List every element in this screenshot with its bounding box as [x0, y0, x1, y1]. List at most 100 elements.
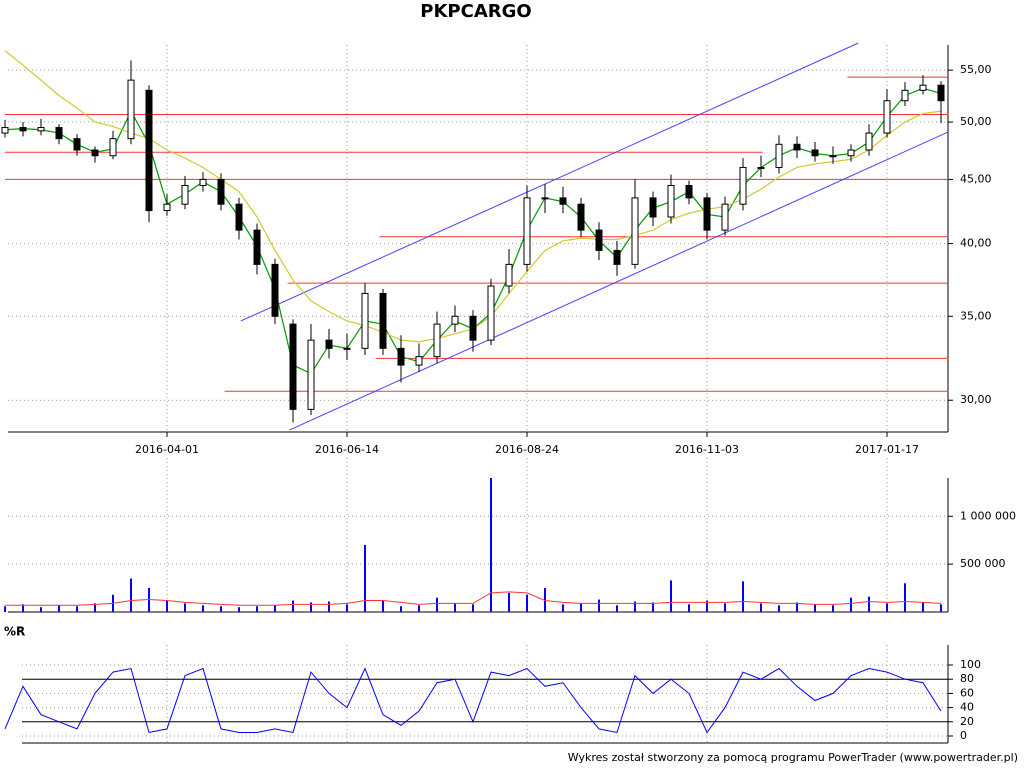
y-tick-label: 45,00 — [960, 172, 992, 185]
volume-bar — [598, 599, 600, 612]
candle-body — [739, 166, 747, 205]
candle-body — [127, 79, 135, 140]
candle-body — [865, 132, 873, 151]
volume-bar — [310, 602, 312, 612]
candle-body — [685, 185, 693, 199]
volume-bar — [202, 605, 204, 612]
volume-bar — [616, 605, 618, 612]
volume-bar — [760, 603, 762, 612]
volume-bar — [76, 606, 78, 612]
candle-body — [883, 100, 891, 134]
volume-bar — [94, 603, 96, 612]
candle-body — [919, 84, 927, 91]
candle-body — [163, 203, 171, 212]
x-tick-label: 2016-06-14 — [315, 443, 379, 456]
volume-bar — [184, 603, 186, 612]
y-tick-label: 60 — [960, 686, 974, 699]
volume-bar — [58, 605, 60, 612]
candle-body — [109, 138, 117, 157]
volume-bar — [22, 604, 24, 612]
y-tick-label: 40,00 — [960, 237, 992, 250]
y-tick-label: 35,00 — [960, 309, 992, 322]
candle-body — [217, 178, 225, 205]
candle-body — [289, 323, 297, 410]
volume-bar — [814, 604, 816, 612]
volume-bar — [364, 545, 366, 612]
candle-body — [199, 178, 207, 187]
candle-body — [541, 197, 549, 200]
volume-bar — [220, 606, 222, 612]
candle-body — [847, 149, 855, 157]
candle-body — [613, 249, 621, 265]
candle-body — [523, 197, 531, 265]
candle-body — [559, 197, 567, 205]
y-tick-label: 30,00 — [960, 393, 992, 406]
volume-bar — [274, 605, 276, 612]
volume-bar — [256, 606, 258, 612]
candle-body — [811, 149, 819, 157]
candle-body — [595, 229, 603, 251]
volume-bar — [418, 605, 420, 612]
candle-body — [271, 263, 279, 317]
candle-body — [631, 197, 639, 265]
volume-average — [5, 591, 942, 606]
volume-bar — [922, 602, 924, 612]
x-tick-label: 2016-11-03 — [675, 443, 739, 456]
x-tick-label: 2016-04-01 — [135, 443, 199, 456]
candle-body — [91, 149, 99, 157]
candle-body — [667, 185, 675, 218]
volume-bar — [382, 600, 384, 612]
r-line — [4, 667, 942, 734]
candle-body — [37, 127, 45, 132]
volume-bar — [328, 601, 330, 612]
candle-body — [397, 347, 405, 366]
candle-body — [325, 339, 333, 349]
candle-body — [253, 229, 261, 265]
candle-body — [307, 339, 315, 410]
y-tick-label: 80 — [960, 672, 974, 685]
volume-bar — [346, 604, 348, 612]
candle-body — [505, 263, 513, 287]
y-tick-label: 0 — [960, 729, 967, 742]
volume-bar — [454, 603, 456, 612]
volume-bar — [4, 606, 6, 612]
y-tick-label: 1 000 000 — [960, 509, 1016, 522]
panel-title: %R — [4, 625, 25, 639]
candle-body — [469, 315, 477, 341]
y-tick-label: 100 — [960, 658, 981, 671]
volume-bar — [742, 581, 744, 612]
volume-bar — [130, 578, 132, 612]
channel-line — [240, 42, 859, 322]
volume-bar — [400, 606, 402, 612]
volume-bar — [796, 602, 798, 612]
volume-bar — [868, 596, 870, 612]
x-tick-label: 2017-01-17 — [855, 443, 919, 456]
volume-bar — [670, 580, 672, 612]
volume-bar — [724, 603, 726, 612]
candle-body — [181, 185, 189, 205]
candle-body — [829, 155, 837, 158]
volume-bar — [634, 601, 636, 612]
volume-bar — [850, 597, 852, 612]
volume-bar — [40, 607, 42, 612]
volume-bar — [778, 605, 780, 612]
candle-body — [649, 197, 657, 218]
volume-bar — [490, 478, 492, 612]
candle-body — [937, 84, 945, 102]
chart-title: PKPCARGO — [420, 1, 531, 22]
candle-body — [793, 143, 801, 151]
candle-body — [721, 203, 729, 231]
candle-body — [361, 292, 369, 349]
volume-bar — [508, 592, 510, 612]
volume-bar — [940, 604, 942, 612]
volume-bar — [526, 594, 528, 612]
candle-body — [433, 323, 441, 358]
y-tick-label: 55,00 — [960, 63, 992, 76]
candle-body — [379, 292, 387, 349]
y-tick-label: 50,00 — [960, 115, 992, 128]
volume-bar — [580, 603, 582, 612]
candle-body — [235, 203, 243, 231]
y-tick-label: 500 000 — [960, 557, 1006, 570]
candle-body — [55, 127, 63, 140]
